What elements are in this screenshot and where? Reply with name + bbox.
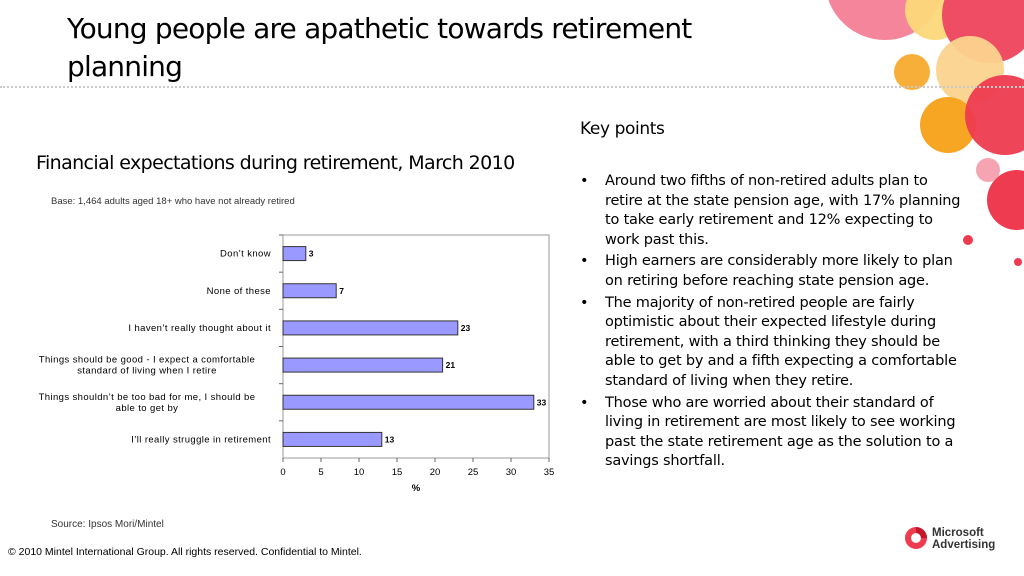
key-point-text: The majority of non-retired people are f… (605, 294, 957, 389)
key-point-text: Those who are worried about their standa… (605, 394, 956, 470)
data-label: 7 (339, 286, 344, 296)
data-label: 33 (537, 397, 547, 407)
x-tick-label: 30 (506, 467, 517, 478)
bar (282, 357, 444, 373)
key-point-item: • The majority of non-retired people are … (580, 294, 965, 392)
key-point-item: • High earners are considerably more like… (580, 252, 965, 291)
bullet-icon: • (580, 294, 589, 311)
key-point-item: • Those who are worried about their stand… (580, 394, 965, 472)
bar (282, 431, 383, 447)
page-title: Young people are apathetic towards retir… (67, 12, 692, 83)
copyright-text: © 2010 Mintel International Group. All r… (8, 546, 362, 558)
source-note: Source: Ipsos Mori/Mintel (51, 519, 164, 530)
x-tick-label: 5 (318, 467, 323, 478)
bullet-icon: • (580, 173, 589, 189)
chart-heading: Financial expectations during retirement… (36, 152, 515, 174)
x-axis-label: % (412, 483, 421, 494)
x-tick-label: 25 (468, 467, 479, 478)
x-tick-label: 20 (430, 467, 441, 478)
plot-area (282, 234, 550, 459)
category-label: standard of living when I retire (77, 366, 217, 377)
category-label: Things should be good - I expect a comfo… (39, 355, 255, 366)
decorative-circles (828, 0, 1024, 266)
category-label: able to get by (116, 403, 179, 414)
category-label: Things shouldn’t be too bad for me, I sh… (39, 392, 256, 403)
bar (282, 320, 459, 336)
bar (282, 246, 307, 262)
bullet-icon: • (580, 394, 589, 411)
x-tick-label: 15 (392, 467, 403, 478)
key-point-text: Around two fifths of non-retired adults … (605, 173, 961, 248)
key-points-list: • Around two fifths of non-retired adults… (580, 172, 965, 474)
logo-line2: Advertising (932, 539, 996, 551)
bar (282, 394, 535, 410)
data-label: 3 (309, 249, 314, 259)
data-label: 23 (461, 323, 471, 333)
x-tick-label: 0 (280, 467, 285, 478)
title-divider (0, 86, 1024, 88)
bullet-icon: • (580, 253, 589, 270)
bar (282, 283, 337, 299)
data-label: 13 (385, 434, 395, 444)
key-point-text: High earners are considerably more likel… (605, 253, 953, 289)
logo-text: Microsoft Advertising (932, 527, 995, 551)
category-label: I’ll really struggle in retirement (131, 434, 271, 445)
base-note: Base: 1,464 adults aged 18+ who have not… (51, 196, 295, 207)
key-point-item: • Around two fifths of non-retired adults… (580, 172, 965, 250)
category-label: None of these (207, 286, 271, 297)
category-label: I haven’t really thought about it (128, 323, 271, 334)
category-label: Don’t know (220, 249, 271, 260)
microsoft-advertising-logo-icon (905, 527, 927, 549)
x-tick-label: 10 (354, 467, 365, 478)
x-tick-label: 35 (544, 467, 555, 478)
data-label: 21 (446, 360, 456, 370)
logo-line1: Microsoft (932, 527, 984, 539)
key-points-title: Key points (580, 119, 665, 139)
